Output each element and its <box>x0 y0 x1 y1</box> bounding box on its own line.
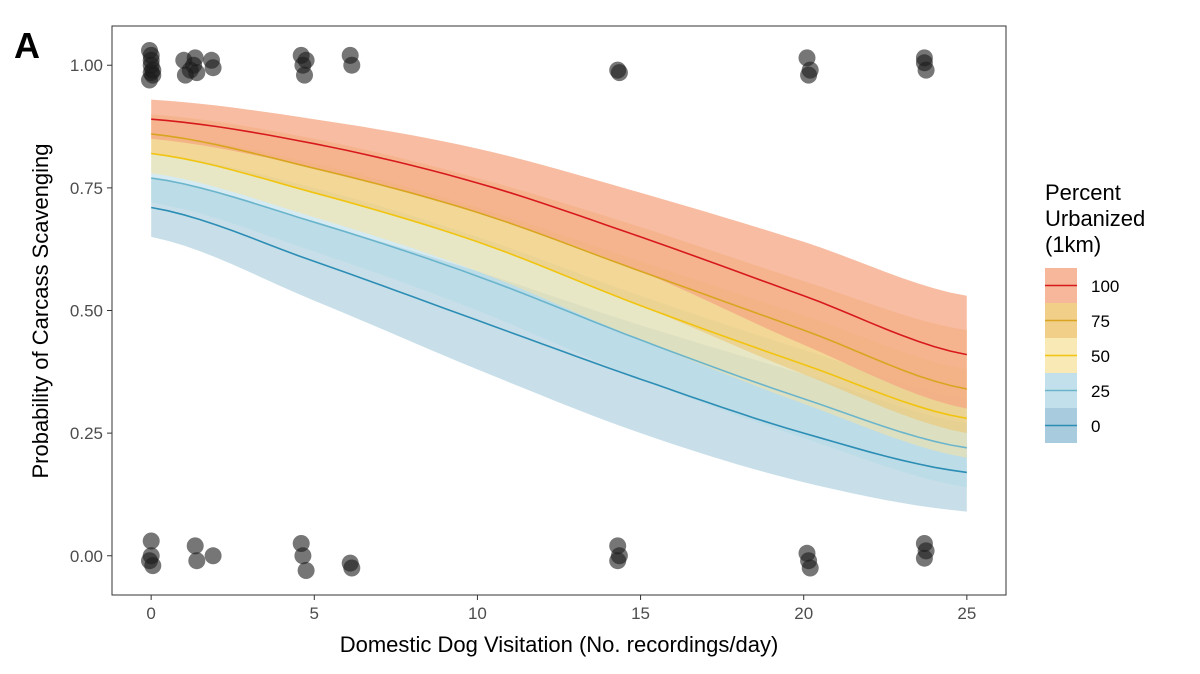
data-point <box>294 547 312 565</box>
legend-key-25: 25 <box>1045 373 1110 408</box>
data-points <box>141 42 935 579</box>
fit-line-0 <box>151 206 967 474</box>
data-point <box>801 61 819 79</box>
legend-key-0: 0 <box>1045 408 1100 443</box>
confidence-band-50 <box>151 133 967 458</box>
y-tick-label: 0.75 <box>70 179 103 198</box>
y-tick-label: 0.00 <box>70 547 103 566</box>
data-point <box>915 549 933 567</box>
y-tick-label: 1.00 <box>70 56 103 75</box>
x-tick-label: 10 <box>468 604 487 623</box>
confidence-band-25 <box>151 153 967 488</box>
x-axis: 0 5 10 15 20 25 <box>146 595 976 623</box>
legend-title-line-2: Urbanized <box>1045 206 1145 231</box>
data-point <box>296 66 313 84</box>
data-point <box>141 552 158 570</box>
data-point <box>610 64 628 82</box>
data-point <box>297 562 315 579</box>
confidence-bands <box>151 99 967 512</box>
data-point <box>343 559 361 577</box>
legend-key-100: 100 <box>1045 268 1119 303</box>
legend-key-50: 50 <box>1045 338 1110 373</box>
legend: Percent Urbanized (1km) 100 75 50 25 0 <box>1045 180 1145 443</box>
legend-keys: 100 75 50 25 0 <box>1045 268 1119 443</box>
data-point <box>915 54 933 72</box>
y-axis-title: Probability of Carcass Scavenging <box>28 143 53 478</box>
legend-label: 75 <box>1091 312 1110 331</box>
data-point <box>186 537 204 555</box>
data-point <box>142 64 160 82</box>
fit-line-75 <box>151 133 967 390</box>
x-tick-label: 5 <box>310 604 319 623</box>
y-tick-label: 0.50 <box>70 302 103 321</box>
data-point <box>801 559 819 577</box>
fit-line-50 <box>151 152 967 420</box>
plot-area <box>111 25 1007 596</box>
legend-label: 0 <box>1091 417 1100 436</box>
data-point <box>204 547 222 565</box>
data-point <box>204 59 222 77</box>
fit-lines <box>151 118 967 474</box>
legend-title-line-3: (1km) <box>1045 232 1101 257</box>
legend-label: 25 <box>1091 382 1110 401</box>
data-point <box>297 51 315 69</box>
panel-label: A <box>14 25 40 66</box>
x-tick-label: 0 <box>146 604 155 623</box>
confidence-band-100 <box>151 99 967 409</box>
legend-key-75: 75 <box>1045 303 1110 338</box>
fit-line-25 <box>151 177 967 449</box>
data-point <box>142 532 160 550</box>
legend-label: 100 <box>1091 277 1119 296</box>
legend-title-line-1: Percent <box>1045 180 1121 205</box>
data-point <box>185 56 203 74</box>
legend-label: 50 <box>1091 347 1110 366</box>
x-tick-label: 20 <box>794 604 813 623</box>
data-point <box>141 42 158 59</box>
confidence-band-75 <box>151 114 967 434</box>
data-point <box>188 552 206 570</box>
x-axis-title: Domestic Dog Visitation (No. recordings/… <box>340 632 779 657</box>
x-tick-label: 15 <box>631 604 650 623</box>
fit-line-100 <box>151 118 967 356</box>
data-point <box>343 56 361 74</box>
x-tick-label: 25 <box>957 604 976 623</box>
data-point <box>609 552 627 570</box>
y-tick-label: 0.25 <box>70 424 103 443</box>
y-axis: 0.00 0.25 0.50 0.75 1.00 <box>70 56 112 566</box>
